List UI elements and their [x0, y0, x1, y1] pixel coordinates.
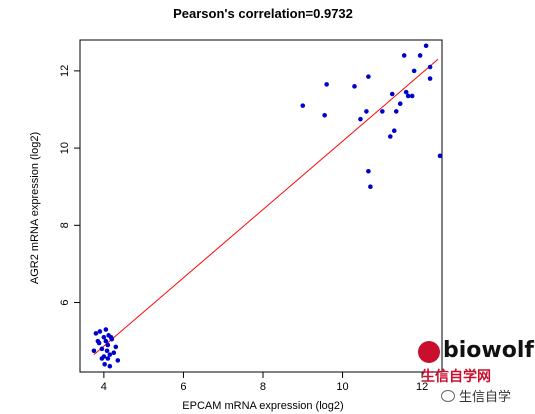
data-point [107, 352, 113, 357]
data-point [358, 116, 363, 122]
data-point [380, 109, 385, 114]
data-point [101, 334, 107, 340]
fit-line-group [93, 58, 439, 356]
data-point [111, 350, 117, 355]
data-point [366, 168, 371, 174]
data-point [105, 356, 111, 361]
data-point [97, 329, 103, 334]
data-point [427, 76, 433, 81]
y-axis: 6 8 10 12 [59, 65, 80, 306]
data-point [427, 64, 433, 70]
x-tick-label: 10 [336, 381, 348, 393]
data-point [409, 93, 415, 99]
data-point [387, 134, 393, 139]
data-point [108, 334, 114, 340]
x-tick-label: 6 [180, 381, 186, 393]
watermark-brand: biowolf [443, 338, 534, 363]
data-point [107, 363, 113, 369]
data-point [397, 101, 403, 106]
data-point [324, 82, 329, 87]
data-point [403, 89, 409, 95]
data-point [91, 348, 97, 354]
y-axis-label: AGR2 mRNA expression (log2) [29, 132, 41, 284]
biowolf-logo-icon [418, 341, 440, 363]
watermark-wechat: 生信自学 [441, 386, 511, 405]
data-point [322, 112, 327, 118]
data-point [102, 361, 107, 367]
data-point [368, 184, 373, 189]
x-tick-label: 4 [101, 381, 107, 393]
data-point [366, 74, 371, 79]
x-tick-label: 8 [260, 381, 266, 393]
regression-line [93, 58, 439, 356]
data-point [105, 342, 111, 348]
data-point [389, 91, 395, 97]
data-point [99, 346, 105, 352]
data-point [93, 331, 99, 336]
data-point [103, 327, 109, 332]
data-point [401, 53, 407, 58]
chart-title: Pearson's correlation=0.9732 [173, 6, 353, 21]
data-point [96, 340, 102, 346]
data-point [113, 344, 119, 350]
watermark-sub: 生信自学网 [421, 369, 491, 385]
y-tick-label: 8 [59, 222, 71, 228]
x-tick-label: 12 [416, 381, 428, 393]
wechat-icon [441, 389, 455, 402]
data-point [437, 153, 443, 159]
scatter-points [91, 43, 443, 369]
data-point [101, 354, 107, 359]
data-point [352, 84, 357, 89]
data-point [391, 128, 397, 134]
data-point [364, 109, 369, 114]
data-point [115, 358, 121, 363]
data-point [411, 68, 417, 74]
plot-frame [79, 39, 443, 373]
data-point [423, 43, 429, 49]
data-point [104, 348, 110, 354]
x-axis-label: EPCAM mRNA expression (log2) [182, 400, 343, 412]
data-point [393, 109, 399, 114]
y-tick-label: 10 [59, 142, 71, 154]
x-axis: 4 6 8 10 12 [101, 372, 428, 393]
data-point [417, 53, 423, 58]
data-point [405, 93, 411, 99]
y-tick-label: 6 [59, 299, 71, 305]
y-tick-label: 12 [59, 65, 71, 77]
data-point [300, 103, 306, 108]
watermark-wechat-label: 生信自学 [459, 390, 512, 405]
data-point [103, 338, 109, 344]
